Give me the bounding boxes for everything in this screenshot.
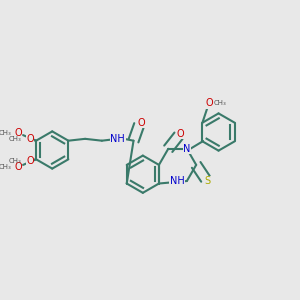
Text: O: O [176, 129, 184, 139]
Text: NH: NH [170, 176, 184, 186]
Text: O: O [26, 134, 34, 144]
Text: CH₃: CH₃ [0, 130, 12, 136]
Text: CH₃: CH₃ [8, 136, 21, 142]
Text: N: N [183, 144, 190, 154]
Text: NH: NH [110, 134, 125, 144]
Text: CH₃: CH₃ [8, 158, 21, 164]
Text: O: O [206, 98, 213, 108]
Text: O: O [14, 128, 22, 138]
Text: O: O [26, 156, 34, 166]
Text: CH₃: CH₃ [0, 164, 12, 170]
Text: O: O [14, 162, 22, 172]
Text: CH₃: CH₃ [214, 100, 226, 106]
Text: S: S [204, 176, 210, 186]
Text: O: O [138, 118, 145, 128]
